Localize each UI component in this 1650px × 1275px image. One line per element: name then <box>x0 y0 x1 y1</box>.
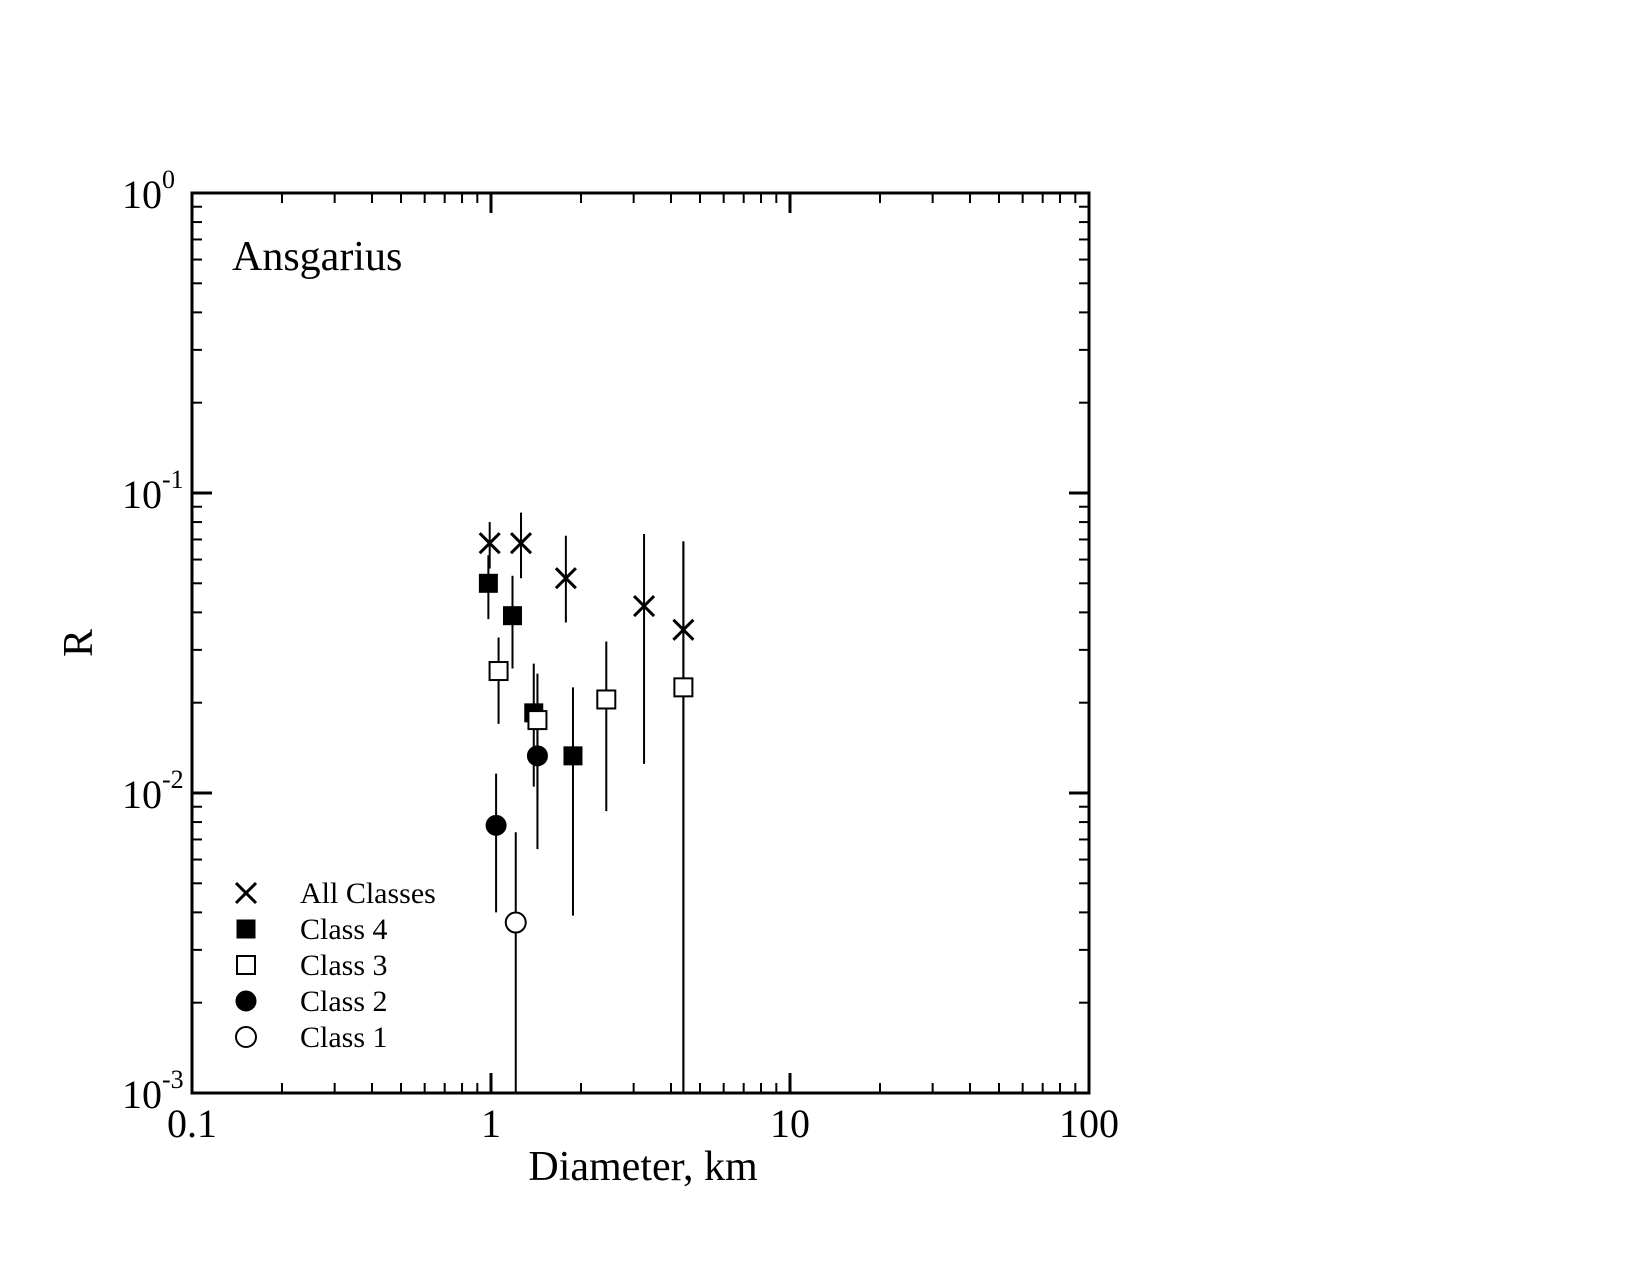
marker-stroke <box>478 532 501 555</box>
y-tick-exponent: 0 <box>162 165 175 194</box>
marker-stroke <box>234 881 258 905</box>
legend-marker <box>235 990 257 1012</box>
class-2-point <box>485 814 507 836</box>
y-tick-exponent: -2 <box>162 765 184 794</box>
y-tick-base: 10 <box>122 772 162 817</box>
class-3-point <box>488 661 509 682</box>
y-tick-label: 10 0 <box>122 165 175 217</box>
legend-marker <box>236 955 256 975</box>
y-tick-base: 10 <box>122 472 162 517</box>
all-classes-point <box>554 567 577 590</box>
x-tick-label: 100 <box>1059 1101 1119 1146</box>
legend-label: Class 2 <box>300 985 388 1018</box>
marker-stroke <box>672 618 695 641</box>
all-classes-point <box>478 532 501 555</box>
x-tick-labels: 0.1 1 10 100 <box>167 1101 1119 1146</box>
all-classes-point <box>672 618 695 641</box>
class-4-point <box>502 606 522 626</box>
marker-stroke <box>509 532 533 555</box>
x-tick-label: 1 <box>481 1101 501 1146</box>
class-2-point <box>526 745 548 767</box>
legend-item-class-3: Class 3 <box>236 949 388 982</box>
class-3-point <box>527 710 548 731</box>
x-tick-label: 10 <box>770 1101 810 1146</box>
y-axis-label: R <box>56 629 102 657</box>
class-4-point <box>478 573 498 593</box>
legend-item-class-1: Class 1 <box>235 1021 388 1054</box>
legend-label: Class 3 <box>300 949 388 982</box>
all-classes-point <box>632 594 656 618</box>
all-classes-point <box>509 532 533 555</box>
legend-marker <box>235 1026 257 1048</box>
x-axis-label: Diameter, km <box>528 1144 758 1190</box>
legend-item-class-2: Class 2 <box>235 985 388 1018</box>
y-tick-exponent: -3 <box>162 1065 184 1094</box>
minor-ticks <box>192 193 1089 1093</box>
legend-item-all-classes: All Classes <box>234 877 436 910</box>
marker-stroke <box>632 594 656 618</box>
chart-title: Ansgarius <box>232 234 402 280</box>
y-tick-base: 10 <box>122 172 162 217</box>
class-1-point <box>504 911 527 934</box>
y-tick-label: 10 -1 <box>122 465 184 517</box>
y-tick-label: 10 -2 <box>122 765 184 817</box>
y-tick-label: 10 -3 <box>122 1065 184 1117</box>
legend-item-class-4: Class 4 <box>236 913 388 946</box>
error-bars <box>487 512 685 1093</box>
legend-label: Class 1 <box>300 1021 388 1054</box>
class-3-point <box>673 677 694 698</box>
class-3-point <box>596 689 617 710</box>
plot-frame <box>190 191 1091 1095</box>
y-tick-exponent: -1 <box>162 465 184 494</box>
class-4-point <box>563 746 583 766</box>
y-tick-base: 10 <box>122 1072 162 1117</box>
legend-marker <box>236 919 256 939</box>
legend-label: All Classes <box>300 877 436 910</box>
legend-label: Class 4 <box>300 913 388 946</box>
marker-stroke <box>554 567 577 590</box>
x-tick-label: 0.1 <box>167 1101 217 1146</box>
data-points <box>478 532 695 934</box>
legend-marker <box>234 881 258 905</box>
